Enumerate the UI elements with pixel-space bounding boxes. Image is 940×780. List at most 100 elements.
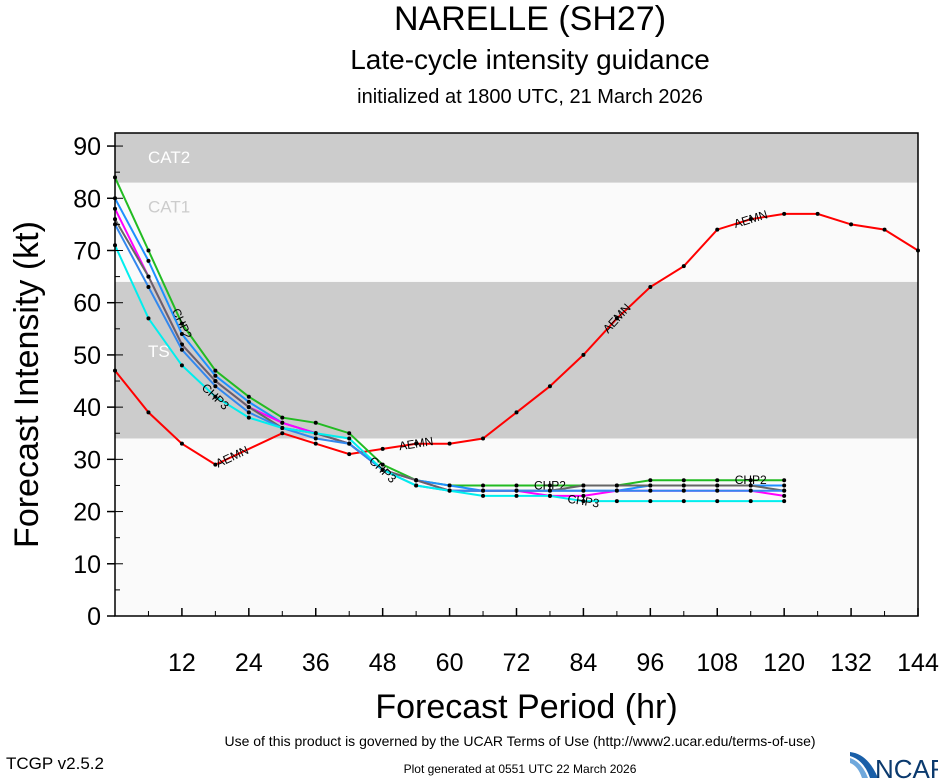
data-point	[748, 217, 753, 222]
data-point	[179, 332, 184, 337]
data-point	[514, 493, 519, 498]
data-point	[213, 394, 218, 399]
data-point	[481, 483, 486, 488]
x-tick-label: 84	[570, 649, 598, 677]
data-point	[782, 488, 787, 493]
x-tick-label: 120	[763, 649, 805, 677]
x-tick-label: 60	[436, 649, 464, 677]
data-point	[715, 488, 720, 493]
x-tick-label: 36	[302, 649, 330, 677]
data-point	[882, 227, 887, 232]
data-point	[146, 248, 151, 253]
y-tick-label: 10	[73, 551, 101, 579]
y-tick-label: 40	[73, 394, 101, 422]
chart-title: NARELLE (SH27)	[393, 0, 667, 38]
data-point	[681, 488, 686, 493]
data-point	[179, 342, 184, 347]
data-point	[313, 431, 318, 436]
data-point	[213, 384, 218, 389]
y-tick-label: 30	[73, 446, 101, 474]
data-point	[547, 384, 552, 389]
series-label: CHP2	[735, 473, 767, 487]
data-point	[547, 493, 552, 498]
data-point	[146, 316, 151, 321]
series-line-aemn	[114, 212, 919, 466]
ncar-logo: NCAR	[850, 752, 938, 780]
data-point	[581, 483, 586, 488]
data-point	[146, 285, 151, 290]
data-point	[246, 405, 251, 410]
data-point	[782, 483, 787, 488]
generated-time: Plot generated at 0551 UTC 22 March 2026	[403, 762, 637, 776]
data-point	[414, 478, 419, 483]
data-point	[380, 462, 385, 467]
data-point	[614, 499, 619, 504]
x-tick-label: 144	[897, 649, 939, 677]
data-point	[581, 488, 586, 493]
band-ts	[115, 281, 918, 439]
band-label: CAT1	[148, 198, 190, 217]
data-point	[514, 410, 519, 415]
data-point	[514, 483, 519, 488]
data-point	[681, 499, 686, 504]
data-point	[547, 483, 552, 488]
data-point	[213, 379, 218, 384]
x-tick-label: 96	[636, 649, 664, 677]
data-point	[246, 399, 251, 404]
data-point	[347, 431, 352, 436]
y-tick-label: 0	[87, 603, 101, 631]
data-point	[614, 483, 619, 488]
x-tick-label: 72	[503, 649, 531, 677]
data-point	[481, 488, 486, 493]
data-point	[414, 483, 419, 488]
x-tick-label: 12	[168, 649, 196, 677]
band-cat2	[115, 133, 918, 183]
y-tick-label: 70	[73, 237, 101, 265]
data-point	[313, 441, 318, 446]
data-point	[849, 222, 854, 227]
data-point	[748, 488, 753, 493]
x-tick-label: 108	[696, 649, 738, 677]
x-tick-label: 24	[235, 649, 263, 677]
data-point	[681, 483, 686, 488]
data-point	[648, 488, 653, 493]
data-point	[782, 493, 787, 498]
data-point	[447, 488, 452, 493]
data-point	[380, 467, 385, 472]
series-label: AEMN	[398, 434, 434, 453]
init-time: initialized at 1800 UTC, 21 March 2026	[357, 86, 703, 108]
x-tick-label: 132	[830, 649, 872, 677]
data-point	[614, 488, 619, 493]
data-point	[179, 321, 184, 326]
data-point	[280, 426, 285, 431]
data-point	[146, 258, 151, 263]
version-label: TCGP v2.5.2	[6, 754, 104, 773]
band-label: CAT2	[148, 148, 190, 167]
data-point	[447, 483, 452, 488]
data-point	[648, 483, 653, 488]
data-point	[514, 488, 519, 493]
data-point	[246, 415, 251, 420]
data-point	[347, 452, 352, 457]
data-point	[715, 483, 720, 488]
data-point	[179, 441, 184, 446]
data-point	[213, 462, 218, 467]
data-point	[748, 478, 753, 483]
band-label: TS	[148, 342, 170, 361]
data-point	[648, 499, 653, 504]
data-point	[414, 441, 419, 446]
data-point	[715, 478, 720, 483]
data-point	[782, 211, 787, 216]
data-point	[179, 347, 184, 352]
data-point	[313, 436, 318, 441]
data-point	[246, 394, 251, 399]
data-point	[347, 441, 352, 446]
chart-subtitle: Late-cycle intensity guidance	[350, 44, 710, 75]
data-point	[715, 227, 720, 232]
series-label: CHP3	[567, 492, 601, 511]
data-point	[146, 410, 151, 415]
y-tick-label: 80	[73, 185, 101, 213]
y-tick-label: 90	[73, 133, 101, 161]
data-point	[782, 478, 787, 483]
data-point	[581, 352, 586, 357]
